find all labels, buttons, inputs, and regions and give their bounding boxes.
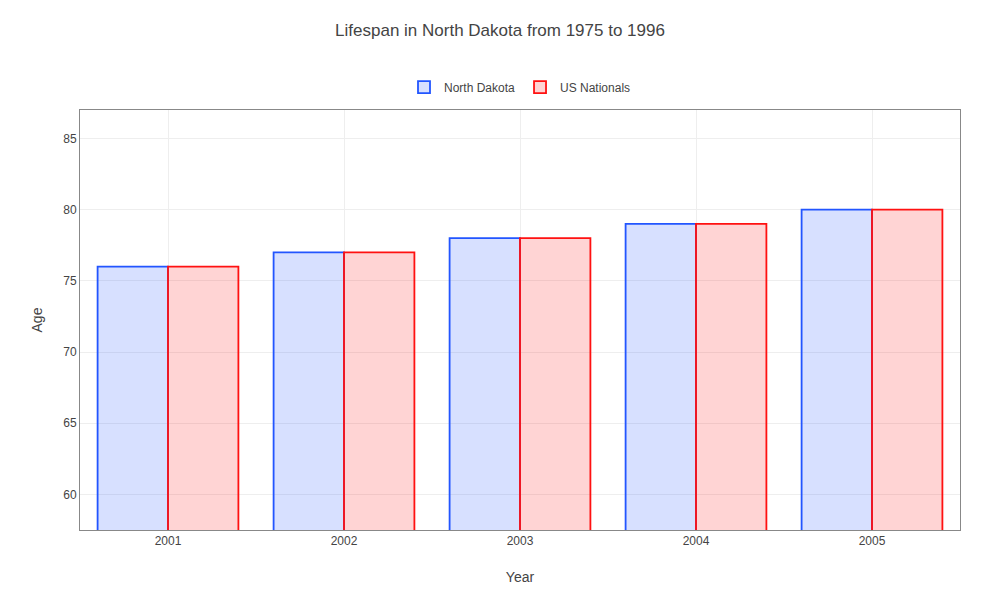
svg-text:75: 75 (63, 274, 77, 288)
svg-text:Lifespan in North Dakota from: Lifespan in North Dakota from 1975 to 19… (335, 21, 665, 40)
svg-text:2003: 2003 (507, 534, 534, 548)
svg-text:2001: 2001 (155, 534, 182, 548)
svg-text:US Nationals: US Nationals (560, 81, 630, 95)
svg-text:Year: Year (506, 569, 535, 585)
svg-text:2004: 2004 (683, 534, 710, 548)
svg-text:65: 65 (63, 416, 77, 430)
svg-text:Age: Age (29, 307, 45, 332)
svg-text:2005: 2005 (859, 534, 886, 548)
svg-text:60: 60 (63, 488, 77, 502)
svg-text:North Dakota: North Dakota (444, 81, 515, 95)
svg-text:80: 80 (63, 203, 77, 217)
svg-text:70: 70 (63, 345, 77, 359)
svg-text:85: 85 (63, 132, 77, 146)
svg-text:2002: 2002 (331, 534, 358, 548)
